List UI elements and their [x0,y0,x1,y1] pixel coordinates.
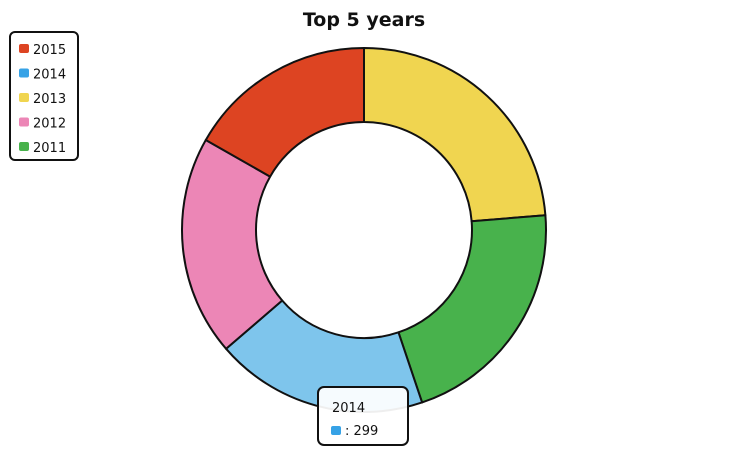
legend: 2015 2014 2013 2012 2011 [9,31,79,161]
tooltip-value: : 299 [345,424,378,439]
legend-swatch-2012 [19,117,29,127]
legend-label-2012[interactable]: 2012 [33,117,66,132]
tooltip-swatch [331,426,341,435]
donut-slice-2015[interactable] [204,47,365,178]
tooltip: 2014 : 299 [317,386,409,446]
legend-items: 2015 2014 2013 2012 2011 [19,43,66,156]
legend-box [9,31,79,161]
legend-swatch-2014 [19,68,29,78]
legend-label-2013[interactable]: 2013 [33,92,66,107]
donut-slice-2011[interactable] [397,214,547,404]
legend-swatch-2011 [19,142,29,151]
donut-slices [181,47,547,413]
legend-swatch-2013 [19,93,29,102]
legend-label-2015[interactable]: 2015 [33,43,66,58]
legend-swatch-2015 [19,44,29,53]
chart-title: Top 5 years [303,9,425,31]
legend-label-2011[interactable]: 2011 [33,141,66,156]
donut-slice-2013[interactable] [363,47,547,223]
legend-label-2014[interactable]: 2014 [33,68,66,83]
tooltip-title: 2014 [332,401,365,416]
